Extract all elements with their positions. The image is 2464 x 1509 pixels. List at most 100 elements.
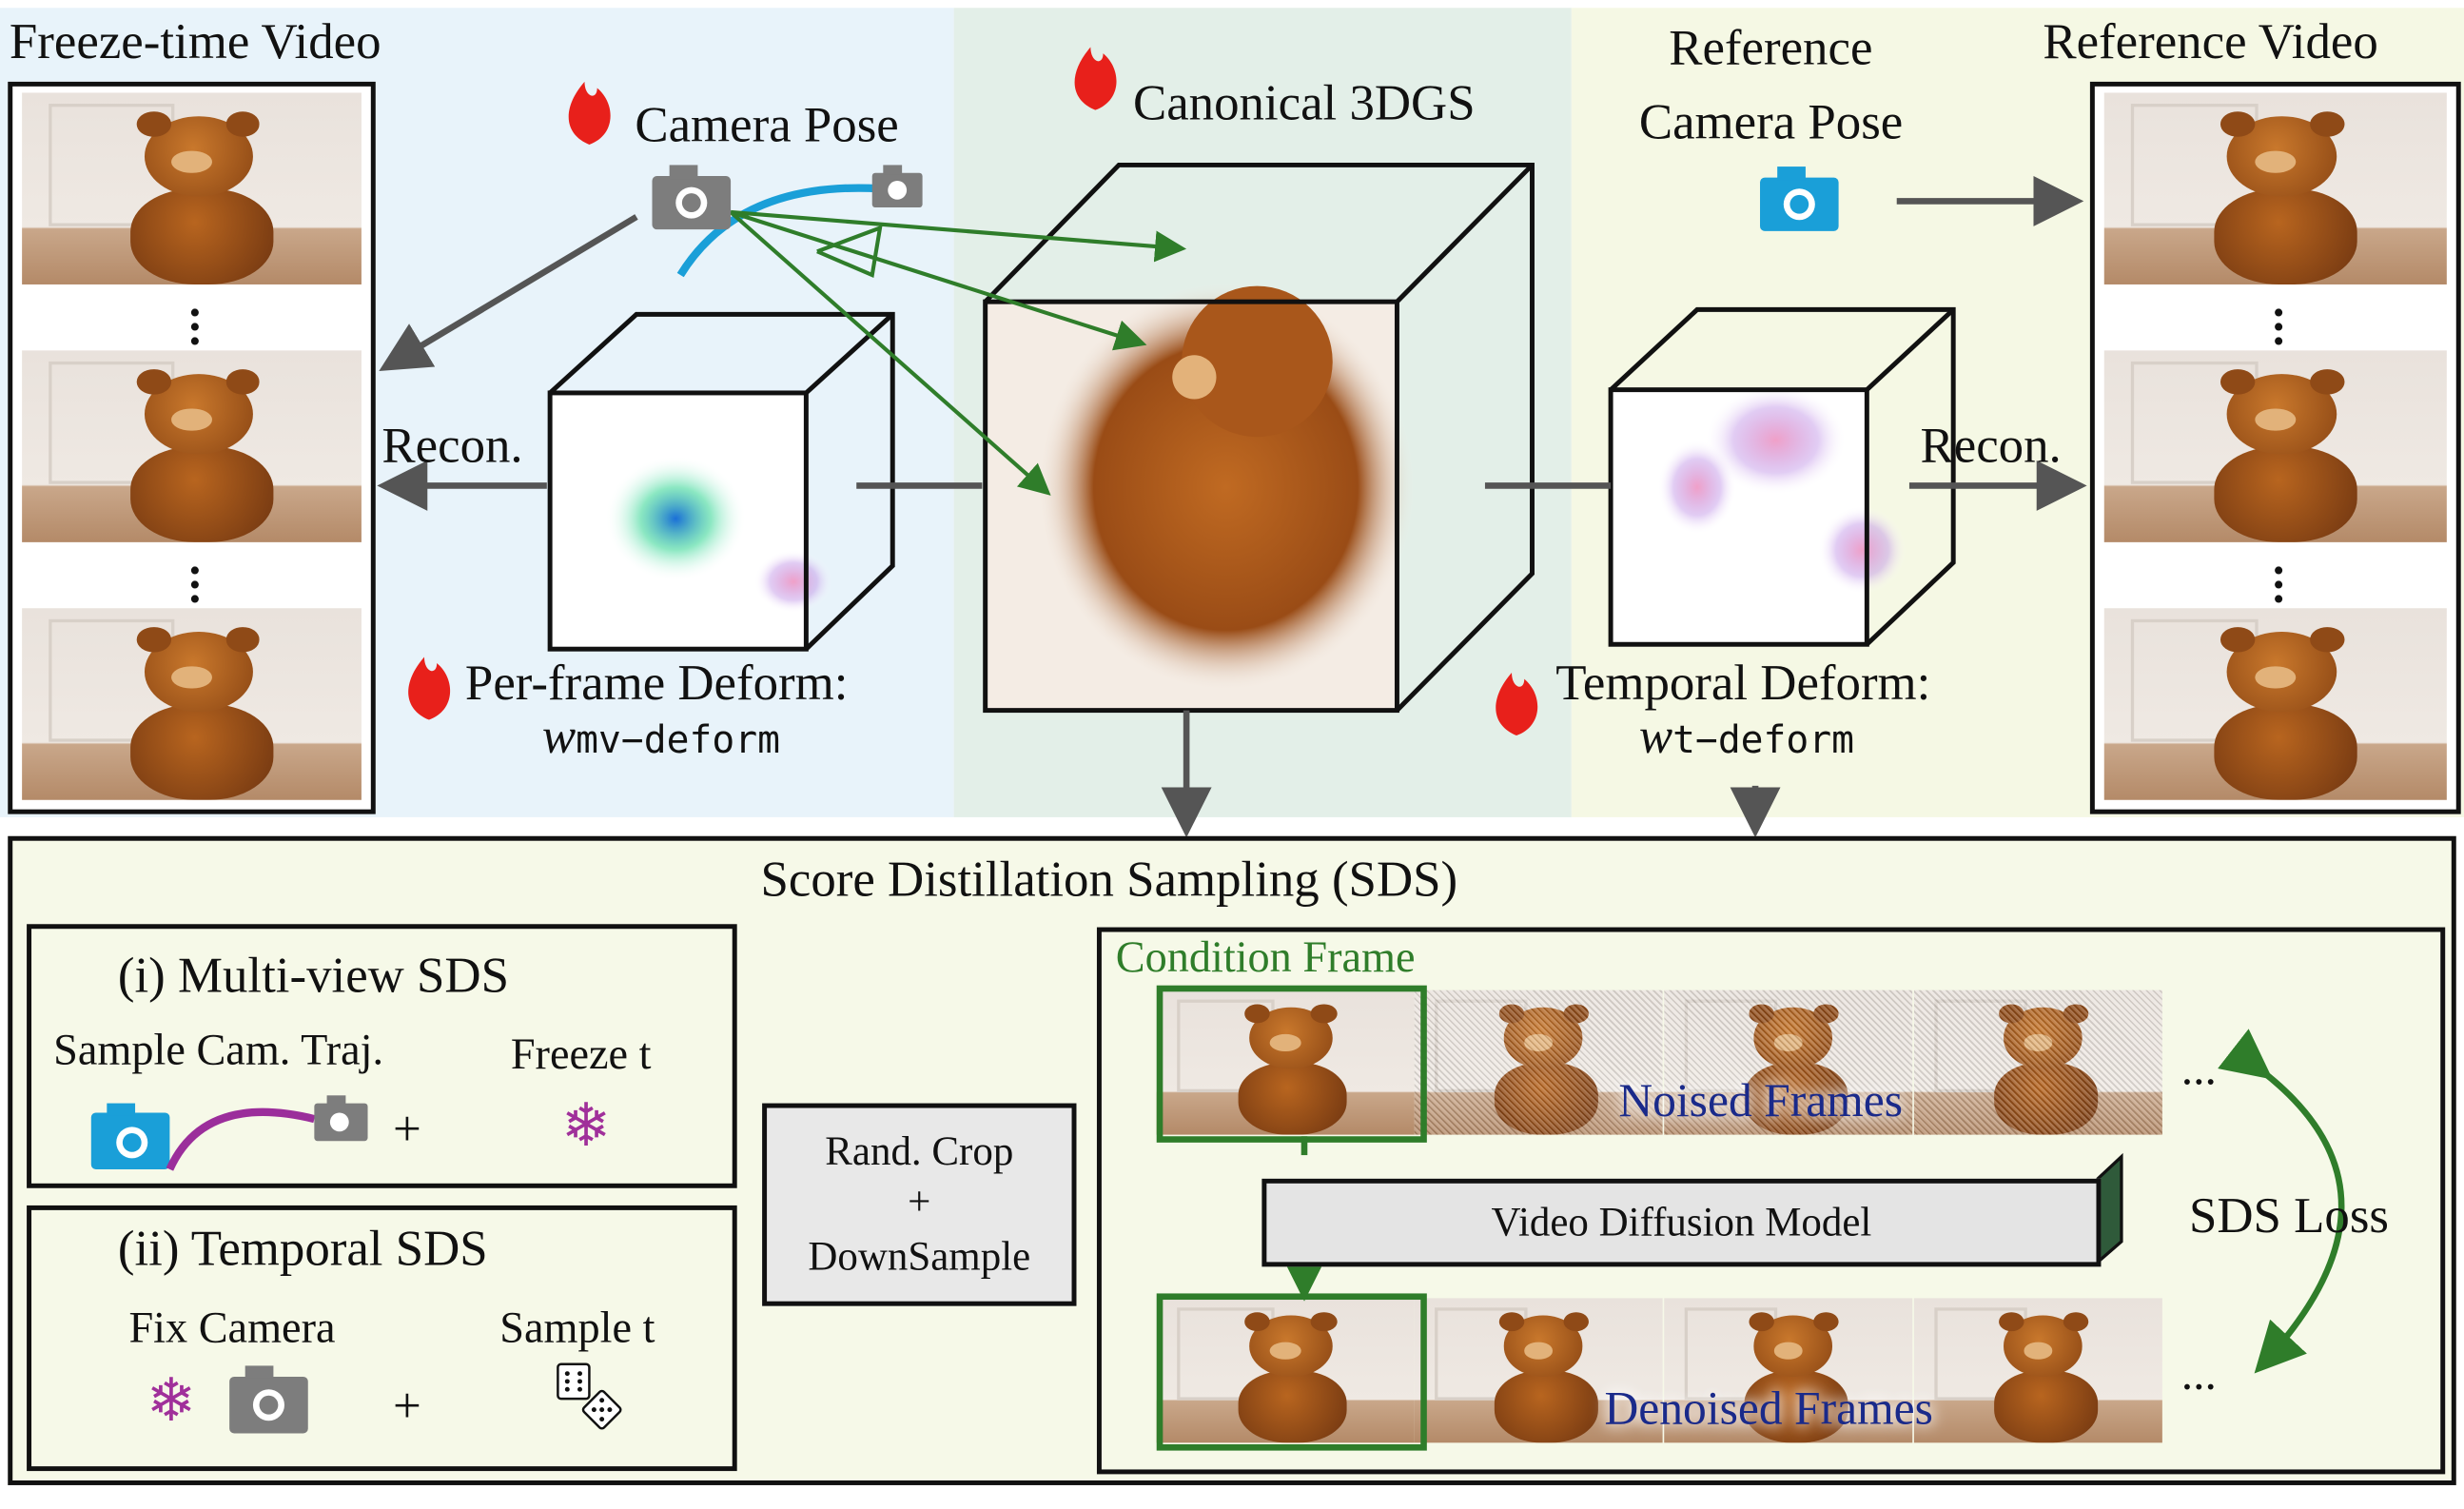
noised-frame <box>1913 990 2162 1135</box>
condition-frame <box>1156 990 1415 1135</box>
vertical-ellipsis: · · · <box>186 545 204 626</box>
bear-body <box>1494 1062 1598 1135</box>
bear-ear <box>2309 111 2344 137</box>
snowflake-icon: ❄ <box>560 1090 612 1161</box>
camera-rays <box>729 209 1187 496</box>
bear-head <box>1753 1007 1833 1068</box>
bear-ear <box>1812 1004 1838 1024</box>
w-symbol: w <box>1638 707 1673 764</box>
reference-label-line2: Camera Pose <box>1638 92 1904 149</box>
sds-title: Score Distillation Sampling (SDS) <box>760 850 1458 908</box>
ellipsis-bottom: ... <box>2180 1348 2217 1401</box>
bear-ear <box>225 627 260 653</box>
video-frame <box>22 350 362 542</box>
per-frame-deform-label: Per-frame Deform: <box>464 654 849 711</box>
bear-ear <box>1563 1312 1589 1332</box>
bear-ear <box>1243 1004 1270 1024</box>
bear-body <box>130 446 274 542</box>
video-diffusion-panel <box>1096 927 2446 1475</box>
reference-label-line1: Reference <box>1669 18 1873 76</box>
vertical-ellipsis: · · · <box>2270 545 2287 626</box>
bear-body <box>2213 704 2358 800</box>
fire-icon <box>1074 47 1117 110</box>
bear-ear <box>2309 627 2344 653</box>
recon-left-label: Recon. <box>381 416 523 474</box>
subscript: t−deform <box>1672 717 1855 763</box>
fire-icon <box>568 81 611 145</box>
bear-ear <box>1243 1312 1270 1332</box>
video-diffusion-model-label: Video Diffusion Model <box>1491 1199 1872 1245</box>
video-frame <box>2103 608 2447 800</box>
bear-ear <box>1563 1004 1589 1024</box>
denoised-frame <box>1664 1298 1913 1443</box>
denoised-frame <box>1913 1298 2162 1443</box>
bear-snout <box>2255 407 2297 431</box>
video-frame <box>2103 350 2447 542</box>
reference-video-title: Reference Video <box>2043 12 2378 69</box>
bear-snout <box>1773 1033 1804 1051</box>
bear-ear <box>1311 1312 1338 1332</box>
vertical-ellipsis: · · · <box>186 287 204 368</box>
bear-door <box>1434 998 1528 1092</box>
bear-ear <box>1498 1004 1524 1024</box>
bear-snout <box>1523 1341 1554 1360</box>
noised-frame <box>1664 990 1913 1135</box>
multiview-sds-title: (i) Multi-view SDS <box>117 946 510 1003</box>
reference-camera-icon <box>1760 167 1839 231</box>
condition-frame-label: Condition Frame <box>1115 933 1416 983</box>
video-frame <box>22 92 362 284</box>
fire-icon <box>1496 672 1538 736</box>
video-frame <box>2103 92 2447 284</box>
bear-snout <box>1269 1033 1301 1051</box>
ellipsis-top: ... <box>2180 1043 2217 1096</box>
plus-sign: + <box>392 1376 421 1434</box>
bear-ear <box>137 627 172 653</box>
multiview-sds-box <box>27 924 737 1188</box>
bear-ear <box>1498 1312 1524 1332</box>
temporal-sds-box <box>27 1205 737 1472</box>
bear-body <box>1993 1370 2098 1443</box>
bear-snout <box>171 407 212 431</box>
bear-body <box>1239 1370 1348 1443</box>
denoised-frames-label: Denoised Frames <box>1604 1382 1933 1436</box>
bear-body <box>130 188 274 284</box>
bear-ear <box>2063 1004 2088 1024</box>
vertical-ellipsis: · · · <box>2270 287 2287 368</box>
freeze-t-label: Freeze t <box>510 1030 652 1080</box>
fire-icon <box>408 657 451 720</box>
bear-ear <box>1812 1312 1838 1332</box>
fix-camera-label: Fix Camera <box>128 1303 336 1354</box>
temporal-deform-cube <box>1608 306 1956 647</box>
snowflake-icon: ❄ <box>146 1365 197 1436</box>
bear-ear <box>1748 1004 1774 1024</box>
bear-ear <box>1748 1312 1774 1332</box>
video-frame <box>22 608 362 800</box>
reference-video-strip: · · · · · · <box>2089 81 2461 814</box>
freeze-time-video-strip: · · · · · · <box>8 81 376 814</box>
bear-head <box>2003 1007 2083 1068</box>
w-symbol: w <box>541 707 577 764</box>
bear-ear <box>2063 1312 2088 1332</box>
bear-ear <box>137 369 172 395</box>
per-frame-deform-cube <box>547 311 895 652</box>
sds-loss-label: SDS Loss <box>2188 1186 2389 1244</box>
camera-trajectory-arc <box>676 184 881 278</box>
freeze-time-video-title: Freeze-time Video <box>9 12 381 69</box>
video-diffusion-model-box <box>1261 1178 2102 1267</box>
sample-t-label: Sample t <box>499 1303 655 1354</box>
bear-ear <box>225 111 260 137</box>
temporal-deform-label: Temporal Deform: <box>1555 654 1931 711</box>
bear-ear <box>1998 1004 2024 1024</box>
bear-body <box>1743 1370 1848 1443</box>
plus-sign: + <box>392 1100 421 1157</box>
bear-snout <box>2023 1341 2054 1360</box>
camera-pose-icon <box>652 165 732 230</box>
canonical-3dgs-label: Canonical 3DGS <box>1132 73 1476 131</box>
rand-crop-label: Rand. Crop <box>825 1127 1014 1174</box>
condition-frame <box>1156 1298 1415 1443</box>
bear-body <box>1239 1062 1348 1135</box>
temporal-deform-symbol: wt−deform <box>1639 711 1854 761</box>
bear-body <box>2213 446 2358 542</box>
